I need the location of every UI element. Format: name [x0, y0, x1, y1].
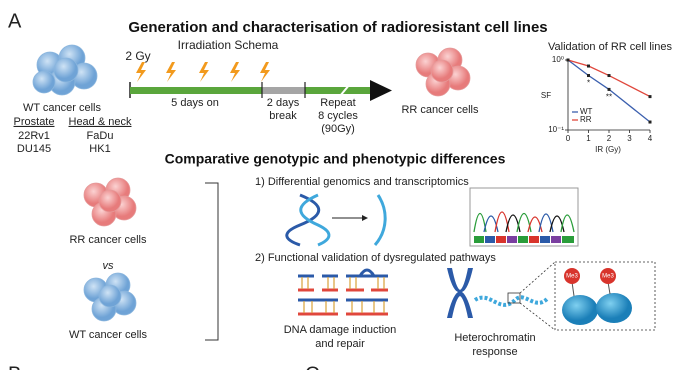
- cell-line: DU145: [17, 143, 51, 155]
- phase-label: 5 days on: [171, 97, 219, 109]
- x-tick-label: 4: [648, 134, 653, 143]
- x-axis-label: IR (Gy): [595, 145, 621, 154]
- chart-title: Validation of RR cell lines: [548, 41, 672, 53]
- annotation: **: [606, 93, 612, 102]
- vs-label: vs: [103, 260, 115, 272]
- cell-line: FaDu: [87, 130, 114, 142]
- schema-title: Irradiation Schema: [178, 38, 279, 52]
- pathway-label: and repair: [315, 338, 365, 350]
- cell-line: 22Rv1: [18, 130, 50, 142]
- section-title: Generation and characterisation of radio…: [128, 19, 547, 36]
- zoom-line: [519, 261, 556, 294]
- wt-label: WT cancer cells: [69, 329, 148, 341]
- data-point: [607, 74, 611, 78]
- rr-cells-icon: [83, 177, 137, 227]
- cell-group: Head & neck: [69, 116, 132, 128]
- dna-helix-icon: [285, 193, 331, 247]
- rr-cells-icon: [415, 47, 471, 97]
- chromatin-icon: [473, 295, 550, 307]
- data-point: [648, 95, 652, 99]
- chromosome-icon: [447, 268, 473, 318]
- timeline: [129, 62, 392, 101]
- pathway-label: DNA damage induction: [284, 324, 397, 336]
- legend-label: RR: [580, 115, 592, 124]
- panel-label: A: [8, 10, 22, 32]
- section-title: Comparative genotypic and phenotypic dif…: [165, 151, 506, 167]
- series-line: [567, 59, 651, 98]
- wt-cells-icon: [83, 272, 137, 322]
- annotation: *: [587, 79, 590, 88]
- step-label: 1) Differential genomics and transcripto…: [255, 176, 469, 188]
- zoom-box: [507, 292, 521, 304]
- dna-damage-icon: [298, 268, 388, 316]
- series-line: [567, 59, 651, 123]
- rr-label: RR cancer cells: [69, 234, 147, 246]
- pathway-label: response: [472, 346, 517, 358]
- data-point: [607, 87, 611, 91]
- methyl-label: Me3: [566, 274, 578, 280]
- panel-label: B: [8, 363, 21, 370]
- arrow-head: [362, 215, 368, 221]
- x-tick-label: 1: [586, 134, 591, 143]
- y-tick-label: 10⁰: [552, 55, 564, 64]
- y-tick-label: 10⁻¹: [548, 125, 564, 134]
- panel-label: C: [305, 363, 319, 370]
- rr-label: RR cancer cells: [401, 104, 479, 116]
- x-tick-label: 3: [627, 134, 632, 143]
- data-point: [587, 74, 590, 78]
- wt-label: WT cancer cells: [23, 102, 102, 114]
- phase-label: 2 days: [267, 97, 300, 109]
- x-tick-label: 0: [566, 134, 571, 143]
- step-label: 2) Functional validation of dysregulated…: [255, 252, 496, 264]
- dose-label: 2 Gy: [125, 49, 150, 63]
- data-point: [648, 120, 652, 124]
- nucleosome-icon: [562, 268, 632, 325]
- wt-cells-icon: [32, 44, 98, 96]
- data-point: [566, 58, 570, 62]
- chromatogram-icon: [469, 187, 579, 247]
- pathway-label: Heterochromatin: [454, 332, 535, 344]
- repeat-label: Repeat: [320, 97, 355, 109]
- data-point: [587, 64, 590, 68]
- cell-line: HK1: [89, 143, 110, 155]
- cell-group: Prostate: [14, 116, 55, 128]
- zoom-line: [519, 302, 556, 331]
- x-tick-label: 2: [607, 134, 612, 143]
- bracket: [205, 182, 219, 341]
- y-axis-label: SF: [541, 91, 551, 100]
- phase-label: break: [269, 110, 297, 122]
- repeat-label: 8 cycles: [318, 110, 358, 122]
- repeat-label: (90Gy): [321, 123, 355, 135]
- rna-icon: [373, 194, 387, 246]
- legend-label: WT: [580, 107, 593, 116]
- methyl-label: Me3: [602, 274, 614, 280]
